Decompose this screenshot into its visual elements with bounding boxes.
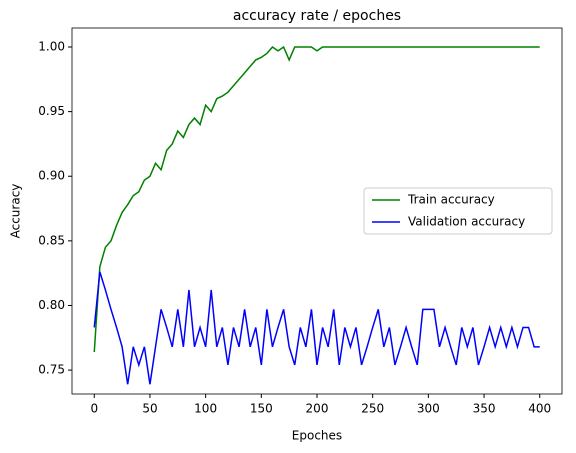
line-series	[93, 271, 540, 385]
x-tick-label: 400	[528, 402, 551, 416]
x-tick-label: 200	[306, 402, 329, 416]
x-tick-label: 300	[417, 402, 440, 416]
y-tick-label: 0.85	[38, 233, 65, 247]
legend-label: Train accuracy	[407, 193, 495, 207]
x-axis-label: Epoches	[292, 429, 342, 443]
x-tick-label: 150	[250, 402, 273, 416]
x-tick-label: 50	[142, 402, 157, 416]
x-tick-label: 100	[194, 402, 217, 416]
x-tick-label: 350	[473, 402, 496, 416]
y-tick-label: 0.95	[38, 104, 65, 118]
x-tick-label: 0	[90, 402, 98, 416]
y-tick-label: 1.00	[38, 39, 65, 53]
y-tick-label: 0.75	[38, 363, 65, 377]
plot-frame	[71, 27, 563, 395]
x-tick-label: 250	[361, 402, 384, 416]
legend-box	[363, 187, 553, 235]
line-series	[93, 45, 540, 353]
y-tick-label: 0.80	[38, 298, 65, 312]
y-tick-label: 0.90	[38, 169, 65, 183]
y-axis-label: Accuracy	[9, 184, 23, 239]
chart-title: accuracy rate / epoches	[233, 8, 401, 24]
legend-label: Validation accuracy	[408, 215, 525, 229]
